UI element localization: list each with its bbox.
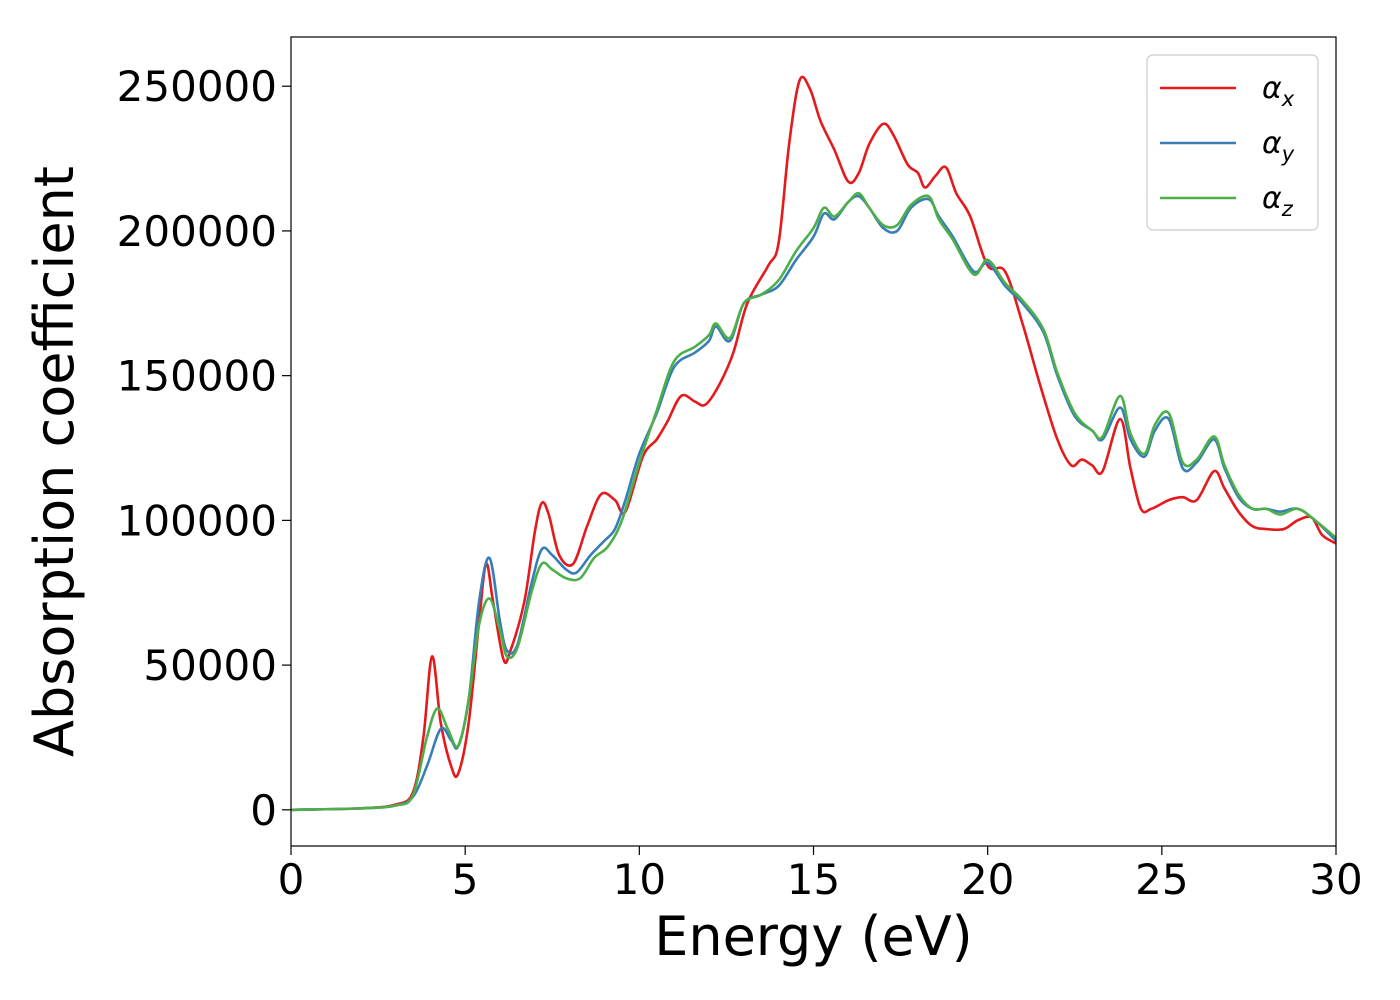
series-line-x: [290, 75, 1337, 812]
x-axis: 0 5 10 15 20 25 30: [278, 846, 1363, 904]
y-tick-label: 50000: [143, 641, 277, 690]
x-tick-label: 10: [613, 855, 666, 904]
y-tick-label: 200000: [117, 207, 277, 256]
legend-item-x: αx: [1160, 71, 1295, 111]
x-tick-label: 20: [961, 855, 1014, 904]
legend-item-z: αz: [1160, 181, 1294, 221]
x-tick-label: 30: [1309, 855, 1362, 904]
x-tick-label: 5: [452, 855, 479, 904]
legend-label: αy: [1262, 126, 1295, 166]
y-tick-label: 0: [250, 786, 277, 835]
y-axis: 0 50000 100000 150000 200000 250000: [117, 62, 291, 835]
y-tick-label: 250000: [117, 62, 277, 111]
x-axis-title: Energy (eV): [654, 905, 973, 968]
legend-label: αz: [1262, 181, 1294, 221]
legend: αx αy αz: [1146, 54, 1319, 231]
x-tick-label: 15: [787, 855, 840, 904]
series-line-y: [290, 194, 1337, 812]
y-tick-label: 150000: [117, 352, 277, 401]
x-tick-label: 0: [278, 855, 305, 904]
series-line-z: [290, 191, 1337, 812]
legend-item-y: αy: [1160, 126, 1295, 166]
series-layer: [290, 75, 1337, 812]
y-axis-title: Absorption coefficient: [23, 166, 86, 757]
legend-label: αx: [1262, 71, 1295, 111]
y-tick-label: 100000: [117, 496, 277, 545]
x-tick-label: 25: [1135, 855, 1188, 904]
